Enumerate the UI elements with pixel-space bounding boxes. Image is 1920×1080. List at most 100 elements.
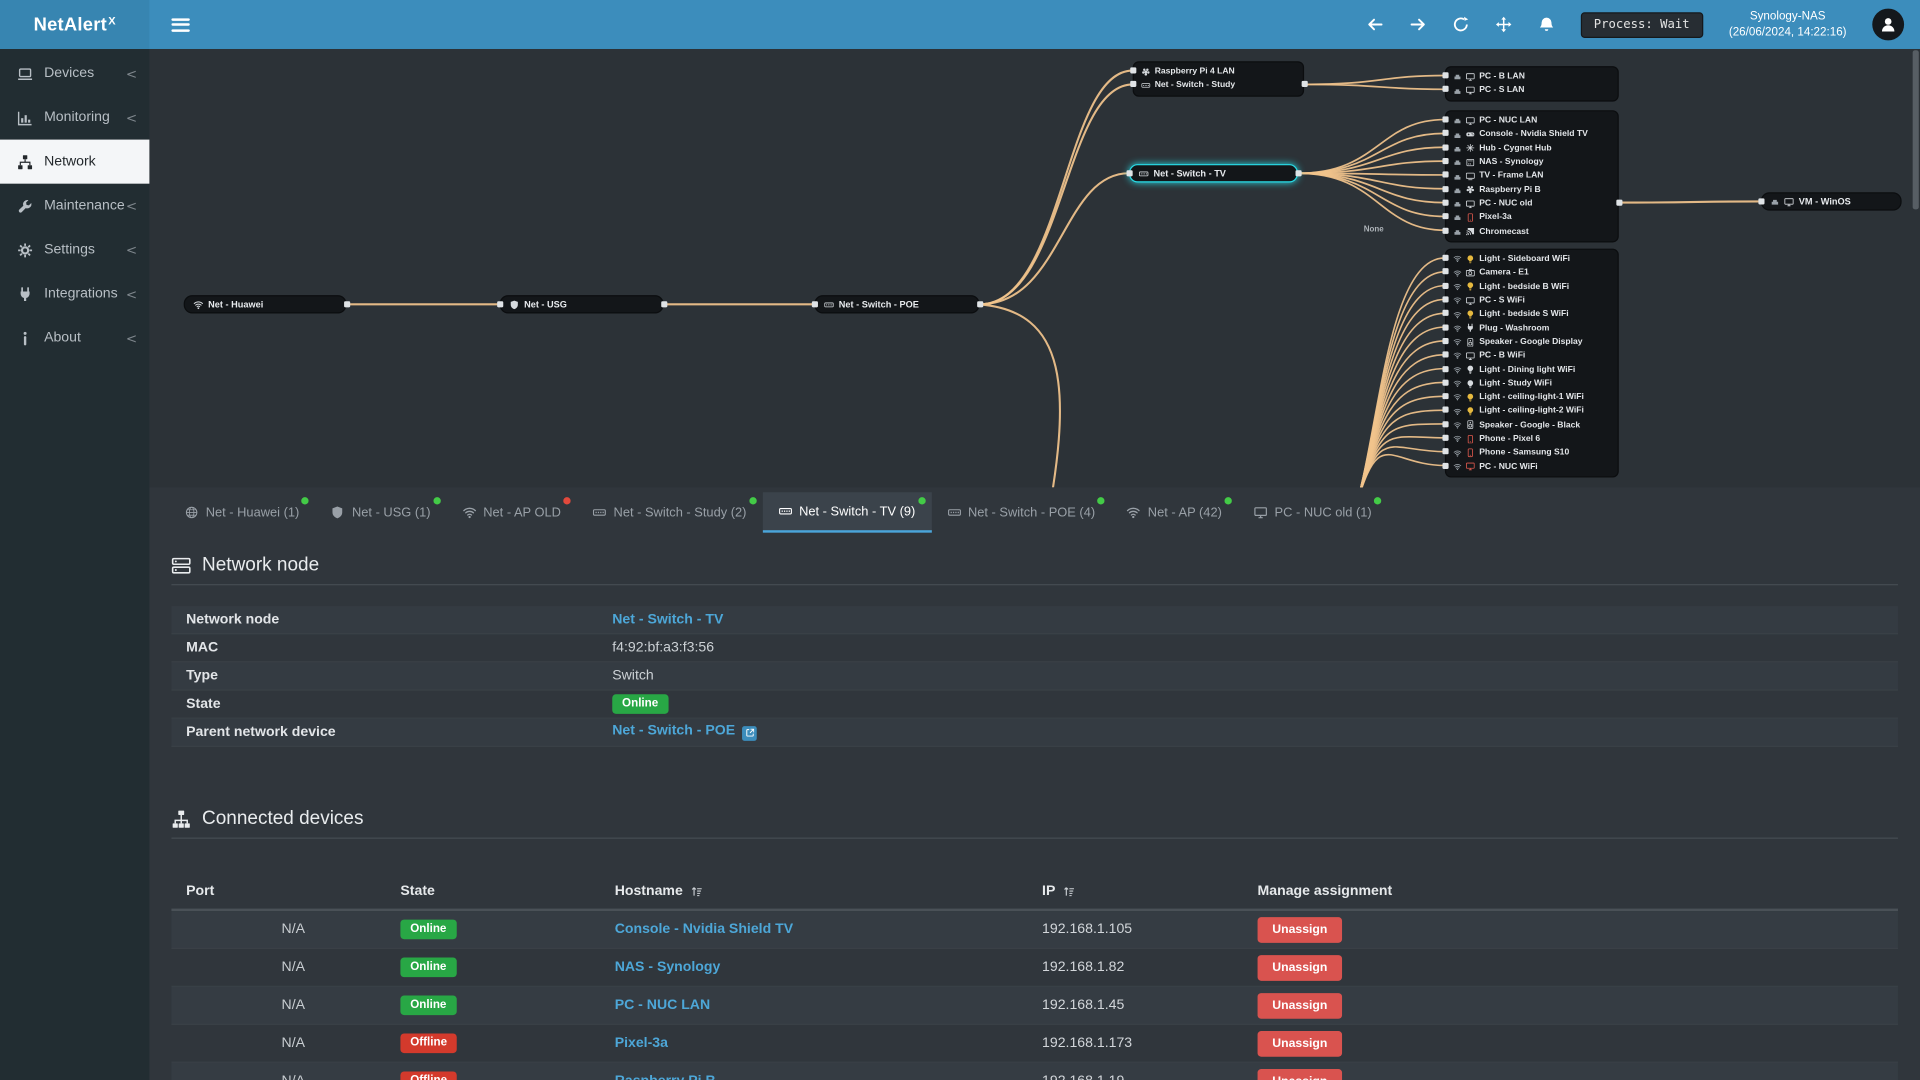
node-light-dining-light-wifi[interactable]: Light - Dining light WiFi <box>1446 363 1617 377</box>
node-tv-frame-lan[interactable]: TV - Frame LAN <box>1446 169 1617 183</box>
tab-net-switch-study-2[interactable]: Net - Switch - Study (2) <box>577 492 763 532</box>
sort-icon[interactable] <box>1063 885 1075 897</box>
ip-cell: 192.168.1.173 <box>1042 1035 1133 1051</box>
parent-node-link[interactable]: Net - Switch - POE <box>612 723 736 739</box>
node-group-study: Raspberry Pi 4 LAN Net - Switch - Study <box>1132 61 1305 97</box>
unassign-button[interactable]: Unassign <box>1257 954 1343 981</box>
app-logo[interactable]: NetAlert X <box>0 0 150 49</box>
tab-net-huawei-1[interactable]: Net - Huawei (1) <box>169 492 315 532</box>
unassign-button[interactable]: Unassign <box>1257 992 1343 1019</box>
notifications-bell-icon[interactable] <box>1537 16 1554 33</box>
node-vm-winos[interactable]: VM - WinOS <box>1760 192 1902 211</box>
node-speaker-google-display[interactable]: Speaker - Google Display <box>1446 335 1617 349</box>
node-net-huawei[interactable]: Net - Huawei <box>183 295 347 314</box>
node-camera-e1[interactable]: Camera - E1 <box>1446 266 1617 280</box>
tab-net-switch-tv-9[interactable]: Net - Switch - TV (9) <box>762 492 932 533</box>
sidebar-toggle-button[interactable] <box>171 17 190 32</box>
hostname-link[interactable]: Raspberry Pi B <box>615 1074 716 1080</box>
node-hub-cygnet-hub[interactable]: Hub - Cygnet Hub <box>1446 142 1617 156</box>
move-icon[interactable] <box>1495 16 1512 33</box>
node-pc-nuc-wifi[interactable]: PC - NUC WiFi <box>1446 460 1617 474</box>
node-pc-s-wifi[interactable]: PC - S WiFi <box>1446 294 1617 308</box>
node-light-study-wifi[interactable]: Light - Study WiFi <box>1446 377 1617 391</box>
laptop-icon <box>17 66 33 82</box>
user-avatar[interactable] <box>1872 8 1905 41</box>
tab-net-ap-42[interactable]: Net - AP (42) <box>1111 492 1238 532</box>
node-phone-samsung-s10[interactable]: Phone - Samsung S10 <box>1446 446 1617 460</box>
phone-icon <box>1466 434 1475 443</box>
hostname-link[interactable]: NAS - Synology <box>614 960 721 975</box>
unassign-button[interactable]: Unassign <box>1257 1030 1343 1057</box>
hostname-link[interactable]: Pixel-3a <box>614 1035 668 1051</box>
node-raspberry-pi-b[interactable]: Raspberry Pi B <box>1446 183 1617 197</box>
eth-icon <box>1453 73 1461 81</box>
node-label: Light - bedside B WiFi <box>1479 282 1570 292</box>
node-label: Light - Study WiFi <box>1479 379 1552 388</box>
refresh-icon[interactable] <box>1452 16 1469 33</box>
port-connector <box>1301 81 1308 88</box>
node-light-ceiling-light-1-wifi[interactable]: Light - ceiling-light-1 WiFi <box>1446 391 1617 405</box>
status-dot <box>301 497 310 505</box>
hostname-link[interactable]: PC - NUC LAN <box>614 997 711 1013</box>
sidebar-item-monitoring[interactable]: Monitoring < <box>0 96 149 140</box>
node-label: NAS - Synology <box>1479 157 1544 167</box>
node-label: VM - WinOS <box>1798 195 1851 207</box>
sidebar-item-network[interactable]: Network <box>0 139 150 184</box>
port-connector <box>1441 158 1448 165</box>
node-pixel-3a[interactable]: Pixel-3a <box>1446 211 1617 225</box>
port-connector <box>1441 448 1448 455</box>
node-net-switch-tv[interactable]: Net - Switch - TV <box>1128 164 1298 183</box>
node-pc-nuc-old[interactable]: PC - NUC old <box>1446 197 1617 211</box>
column-header-port: Port <box>186 884 400 899</box>
display-icon <box>1466 296 1475 305</box>
node-nas-synology[interactable]: NAS - Synology <box>1446 155 1617 169</box>
node-pc-b-wifi[interactable]: PC - B WiFi <box>1446 349 1617 363</box>
node-pc-b-lan[interactable]: PC - B LAN <box>1446 70 1617 84</box>
sidebar-item-settings[interactable]: Settings < <box>0 228 149 272</box>
sidebar-item-about[interactable]: About < <box>0 316 149 360</box>
bulb-icon <box>1466 393 1475 402</box>
hostname-link[interactable]: Console - Nvidia Shield TV <box>614 922 794 937</box>
tab-pc-nuc-old-1[interactable]: PC - NUC old (1) <box>1238 492 1388 532</box>
server-name: Synology-NAS <box>1749 9 1826 23</box>
wifi-icon <box>1453 311 1461 319</box>
node-net-usg[interactable]: Net - USG <box>499 295 664 314</box>
unassign-button[interactable]: Unassign <box>1257 1068 1343 1080</box>
unassign-button[interactable]: Unassign <box>1257 916 1343 943</box>
port-cell: N/A <box>281 922 305 937</box>
port-connector <box>660 301 667 308</box>
node-speaker-google-black[interactable]: Speaker - Google - Black <box>1446 418 1617 432</box>
sidebar-item-integrations[interactable]: Integrations < <box>0 272 149 316</box>
node-light-ceiling-light-2-wifi[interactable]: Light - ceiling-light-2 WiFi <box>1446 404 1617 418</box>
node-light-sideboard-wifi[interactable]: Light - Sideboard WiFi <box>1446 252 1617 266</box>
node-plug-washroom[interactable]: Plug - Washroom <box>1446 321 1617 335</box>
node-label: Net - Switch - Study <box>1154 81 1236 90</box>
node-light-bedside-s-wifi[interactable]: Light - bedside S WiFi <box>1446 308 1617 322</box>
node-pc-nuc-lan[interactable]: PC - NUC LAN <box>1446 114 1617 128</box>
sidebar-item-devices[interactable]: Devices < <box>0 51 149 95</box>
node-light-bedside-b-wifi[interactable]: Light - bedside B WiFi <box>1446 280 1617 294</box>
scrollbar-thumb[interactable] <box>1912 50 1919 210</box>
wifi-icon <box>1453 407 1461 415</box>
tab-net-switch-poe-4[interactable]: Net - Switch - POE (4) <box>931 492 1111 532</box>
state-cell: Offline <box>400 1033 614 1054</box>
node-net-switch-poe[interactable]: Net - Switch - POE <box>814 295 980 314</box>
tab-net-ap-old[interactable]: Net - AP OLD <box>447 492 577 532</box>
sidebar-item-maintenance[interactable]: Maintenance < <box>0 184 149 228</box>
node-net-switch-study[interactable]: Net - Switch - Study <box>1134 79 1303 93</box>
nav-forward-icon[interactable] <box>1409 16 1426 33</box>
node-phone-pixel-6[interactable]: Phone - Pixel 6 <box>1446 432 1617 446</box>
node-raspberry-pi-4-lan[interactable]: Raspberry Pi 4 LAN <box>1134 65 1303 79</box>
wifi-icon <box>1453 269 1461 277</box>
tab-net-usg-1[interactable]: Net - USG (1) <box>315 492 446 532</box>
node-pc-s-lan[interactable]: PC - S LAN <box>1446 84 1617 98</box>
node-console-nvidia-shield-tv[interactable]: Console - Nvidia Shield TV <box>1446 128 1617 142</box>
nav-back-icon[interactable] <box>1366 16 1383 33</box>
sort-icon[interactable] <box>690 885 702 897</box>
node-chromecast[interactable]: Chromecast <box>1446 225 1617 239</box>
node-link[interactable]: Net - Switch - TV <box>612 612 724 627</box>
bulb-icon <box>1466 310 1475 319</box>
port-connector <box>1441 379 1448 386</box>
external-link-box[interactable] <box>742 725 758 741</box>
